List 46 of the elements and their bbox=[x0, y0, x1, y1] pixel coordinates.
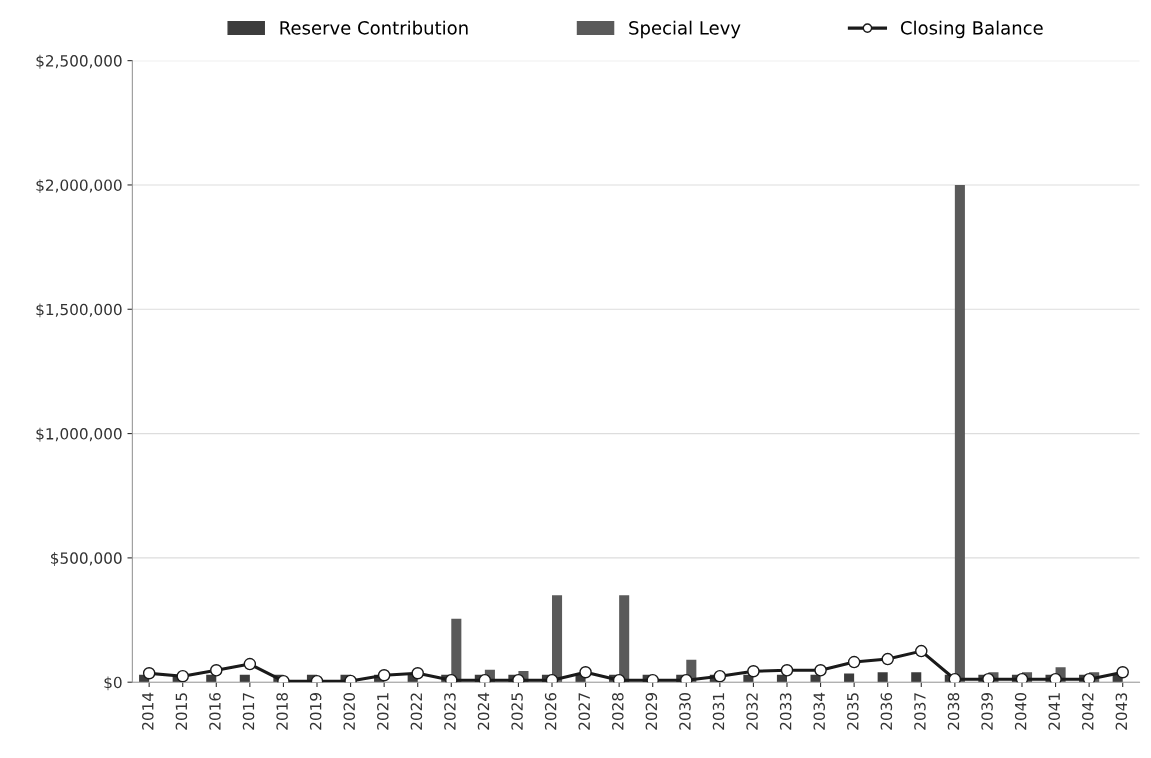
bar bbox=[877, 672, 888, 683]
x-tick-label: 2029 bbox=[645, 693, 658, 730]
x-tick-label: 2025 bbox=[511, 693, 523, 730]
x-tick-label: 2018 bbox=[276, 692, 288, 730]
x-tick-label: 2028 bbox=[612, 692, 624, 730]
y-tick-label: $500,000 bbox=[51, 552, 122, 566]
x-tick-label: 2017 bbox=[242, 693, 255, 730]
y-tick-label: $0 bbox=[104, 676, 122, 691]
x-tick-label: 2031 bbox=[712, 693, 725, 730]
x-tick-label: 2032 bbox=[746, 693, 758, 730]
x-tick-label: 2034 bbox=[813, 692, 825, 730]
x-tick-label: 2039 bbox=[981, 693, 993, 730]
x-tick-label: 2022 bbox=[410, 693, 423, 730]
x-tick-label: 2020 bbox=[343, 692, 356, 730]
x-tick-label: 2037 bbox=[914, 693, 926, 730]
y-tick-label: $1,000,000 bbox=[36, 427, 122, 442]
x-tick-label: 2036 bbox=[880, 692, 893, 730]
x-tick-label: 2015 bbox=[175, 693, 188, 730]
x-tick-label: 2033 bbox=[779, 693, 792, 730]
legend-label: Closing Balance bbox=[900, 20, 1043, 39]
bar bbox=[954, 184, 965, 683]
bar bbox=[911, 672, 922, 683]
x-tick-label: 2030 bbox=[679, 692, 691, 730]
x-tick-label: 2043 bbox=[1115, 693, 1128, 730]
x-tick-label: 2016 bbox=[209, 692, 221, 730]
legend-label: Reserve Contribution bbox=[280, 20, 468, 35]
x-tick-label: 2042 bbox=[1082, 693, 1094, 730]
legend-label: Special Levy bbox=[629, 20, 741, 39]
x-tick-label: 2035 bbox=[847, 693, 859, 730]
y-tick-label: $1,500,000 bbox=[36, 303, 122, 318]
y-tick-label: $2,000,000 bbox=[36, 179, 122, 193]
y-tick-label: $2,500,000 bbox=[36, 54, 122, 69]
x-tick-label: 2027 bbox=[578, 693, 590, 730]
bar bbox=[810, 674, 821, 683]
x-tick-label: 2021 bbox=[377, 693, 389, 730]
x-tick-label: 2041 bbox=[1048, 693, 1060, 730]
x-tick-label: 2023 bbox=[444, 693, 456, 730]
bar bbox=[239, 674, 250, 683]
x-tick-label: 2038 bbox=[947, 692, 960, 730]
bar bbox=[844, 673, 855, 683]
bar bbox=[552, 595, 563, 683]
x-tick-label: 2040 bbox=[1014, 692, 1027, 730]
x-tick-label: 2019 bbox=[309, 693, 322, 730]
x-tick-label: 2024 bbox=[477, 692, 490, 730]
x-tick-label: 2026 bbox=[544, 692, 557, 730]
x-tick-label: 2014 bbox=[142, 692, 154, 730]
